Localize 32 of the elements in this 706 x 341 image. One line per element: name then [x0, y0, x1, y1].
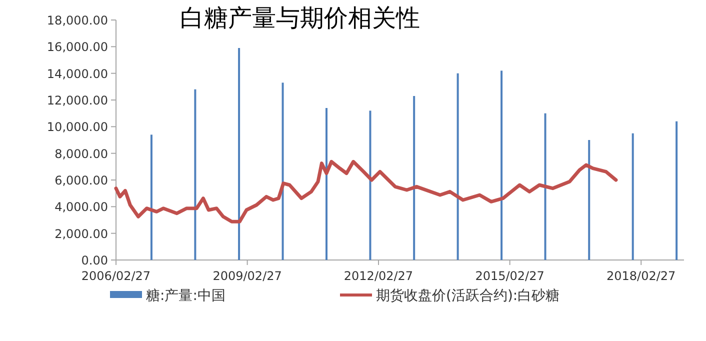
y-tick-label: 2,000.00 [54, 226, 108, 241]
y-tick-label: 16,000.00 [46, 40, 108, 54]
bar [326, 108, 328, 260]
x-tick-label: 2015/02/27 [475, 269, 544, 283]
legend-label: 糖:产量:中国 [146, 288, 226, 304]
bar [150, 134, 152, 260]
bar [588, 140, 590, 260]
bar [500, 70, 503, 260]
chart-title: 白糖产量与期价相关性 [180, 4, 420, 32]
bar [282, 82, 284, 260]
y-tick-label: 10,000.00 [46, 120, 108, 134]
bar [413, 96, 416, 260]
y-tick-label: 12,000.00 [46, 94, 108, 108]
y-tick-label: 6,000.00 [54, 174, 108, 188]
y-tick-label: 18,000.00 [46, 14, 108, 28]
bar [676, 121, 678, 260]
bar [632, 133, 634, 260]
x-tick-label: 2009/02/27 [212, 269, 282, 283]
x-tick-label: 2012/02/27 [344, 269, 414, 283]
bar [369, 110, 372, 260]
x-tick-label: 2006/02/27 [81, 269, 151, 283]
bar [456, 73, 459, 260]
y-tick-label: 8,000.00 [54, 146, 108, 161]
bar [238, 48, 240, 260]
y-tick-label: 14,000.00 [46, 66, 108, 81]
x-tick-label: 2018/02/27 [606, 269, 676, 283]
line-series [114, 160, 618, 224]
legend-label: 期货收盘价(活跃合约):白砂糖 [376, 288, 560, 304]
y-tick-label: 0.00 [81, 254, 108, 268]
y-tick-label: 4,000.00 [54, 200, 108, 214]
bar [194, 89, 196, 260]
bar [544, 113, 546, 260]
